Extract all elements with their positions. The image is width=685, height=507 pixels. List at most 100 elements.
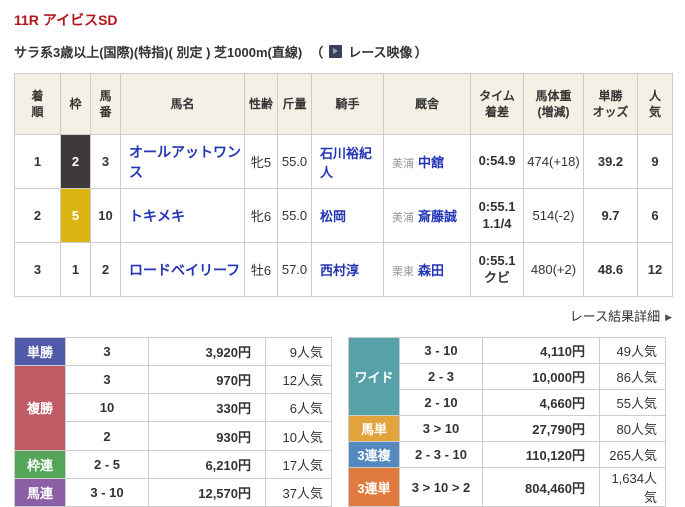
- col-time-margin: タイム 着差: [470, 73, 524, 135]
- race-title: 11R アイビスSD: [14, 12, 118, 28]
- payout-popularity: 49人気: [599, 337, 666, 364]
- payout-amount: 330円: [148, 393, 266, 423]
- results-header-row: 着 順 枠 馬 番 馬名 性齢 斤量 騎手 厩舎 タイム 着差 馬体重 (増減)…: [14, 73, 673, 135]
- sex-age: 牡6: [244, 242, 278, 297]
- payout-popularity: 12人気: [265, 365, 332, 395]
- payout-section: 単勝 3 3,920円 9人気 複勝 3 970円 12人気 10 330円 6…: [14, 336, 671, 507]
- col-body-weight: 馬体重 (増減): [523, 73, 584, 135]
- time-margin: 0:55.1 1.1/4: [470, 188, 524, 243]
- payout-amount: 970円: [148, 365, 266, 395]
- payout-type-quinella: 馬連: [14, 477, 66, 507]
- race-result-detail-link[interactable]: レース結果詳細 ▶: [570, 309, 672, 324]
- payout-row-trifecta: 3連単 3 > 10 > 2 804,460円 1,634人気: [348, 467, 666, 507]
- payout-combo: 3 - 10: [399, 337, 483, 364]
- payout-combo: 2 - 10: [399, 389, 483, 416]
- jockey-link[interactable]: 石川裕紀人: [320, 145, 373, 180]
- waku-number: 2: [60, 134, 91, 189]
- payout-amount: 804,460円: [482, 467, 600, 507]
- horse-name-link[interactable]: ロードベイリーフ: [129, 261, 241, 278]
- popularity: 6: [637, 188, 673, 243]
- carried-weight: 55.0: [277, 188, 312, 243]
- payout-row-bracket: 枠連 2 - 5 6,210円 17人気: [14, 449, 332, 479]
- horse-name-link[interactable]: トキメキ: [129, 207, 185, 224]
- horse-name-link[interactable]: オールアットワンス: [129, 143, 241, 180]
- col-popularity: 人 気: [637, 73, 673, 135]
- payout-popularity: 6人気: [265, 393, 332, 423]
- payout-amount: 110,120円: [482, 441, 600, 468]
- umaban: 3: [90, 134, 121, 189]
- jockey-link[interactable]: 西村淳: [320, 263, 360, 278]
- payout-row-place-2: 10 330円 6人気: [15, 393, 332, 423]
- payout-popularity: 265人気: [599, 441, 666, 468]
- col-stable: 厩舎: [383, 73, 471, 135]
- race-conditions: サラ系3歳以上(国際)(特指)( 別定 ) 芝1000m(直線) （ レース映像…: [14, 42, 671, 61]
- payout-combo: 3 > 10: [399, 415, 483, 442]
- payout-popularity: 37人気: [265, 477, 332, 507]
- payout-row-trio: 3連複 2 - 3 - 10 110,120円 265人気: [348, 441, 666, 468]
- payout-popularity: 9人気: [265, 336, 332, 367]
- sex-age: 牝6: [244, 188, 278, 243]
- payout-popularity: 10人気: [265, 421, 332, 451]
- payout-combo: 2 - 3: [399, 363, 483, 390]
- payout-amount: 4,110円: [482, 337, 600, 364]
- waku-number: 5: [60, 188, 91, 243]
- payout-row-wide-2: 2 - 3 10,000円 86人気: [349, 363, 666, 390]
- body-weight: 514(-2): [523, 188, 584, 243]
- win-odds: 48.6: [583, 242, 638, 297]
- col-jockey: 騎手: [311, 73, 384, 135]
- jockey-link[interactable]: 松岡: [320, 209, 347, 224]
- payout-combo: 3: [65, 336, 149, 367]
- payout-amount: 4,660円: [482, 389, 600, 416]
- popularity: 12: [637, 242, 673, 297]
- stable-region: 栗東: [392, 266, 414, 278]
- win-odds: 39.2: [583, 134, 638, 189]
- payout-popularity: 1,634人気: [599, 467, 666, 507]
- trainer-link[interactable]: 中舘: [418, 155, 445, 170]
- payout-combo: 2: [65, 421, 149, 451]
- payout-row-place-1: 複勝 3 970円 12人気: [14, 365, 332, 451]
- carried-weight: 55.0: [277, 134, 312, 189]
- payout-combo: 10: [65, 393, 149, 423]
- waku-number: 1: [60, 242, 91, 297]
- payout-popularity: 55人気: [599, 389, 666, 416]
- body-weight: 474(+18): [523, 134, 584, 189]
- col-odds: 単勝 オッズ: [583, 73, 638, 135]
- payout-row-wide-1: ワイド 3 - 10 4,110円 49人気: [348, 337, 666, 416]
- payout-table-right: ワイド 3 - 10 4,110円 49人気 2 - 3 10,000円 86人…: [348, 337, 666, 507]
- payout-combo: 3 - 10: [65, 477, 149, 507]
- popularity: 9: [637, 134, 673, 189]
- payout-type-place: 複勝: [14, 365, 66, 451]
- payout-type-exacta: 馬単: [348, 415, 400, 442]
- stable-region: 美浦: [392, 158, 414, 170]
- body-weight: 480(+2): [523, 242, 584, 297]
- sex-age: 牝5: [244, 134, 278, 189]
- col-waku: 枠: [60, 73, 91, 135]
- payout-amount: 930円: [148, 421, 266, 451]
- race-result-detail-label: レース結果詳細: [569, 309, 661, 324]
- time-margin: 0:55.1 クビ: [470, 242, 524, 297]
- trainer-link[interactable]: 斎藤誠: [418, 209, 458, 224]
- payout-row-exacta: 馬単 3 > 10 27,790円 80人気: [348, 415, 666, 442]
- video-paren-open: （: [310, 45, 324, 60]
- result-row-1: 1 2 3 オールアットワンス 牝5 55.0 石川裕紀人 美浦 中舘 0:54.…: [14, 134, 673, 189]
- payout-combo: 3: [65, 365, 149, 395]
- payout-type-bracket: 枠連: [14, 449, 66, 479]
- rank: 1: [14, 134, 61, 189]
- payout-popularity: 86人気: [599, 363, 666, 390]
- umaban: 10: [90, 188, 121, 243]
- win-odds: 9.7: [583, 188, 638, 243]
- trainer-link[interactable]: 森田: [418, 263, 445, 278]
- payout-amount: 12,570円: [148, 477, 266, 507]
- payout-combo: 2 - 3 - 10: [399, 441, 483, 468]
- col-sex-age: 性齢: [244, 73, 278, 135]
- race-video-link[interactable]: レース映像: [348, 45, 413, 60]
- rank: 2: [14, 188, 61, 243]
- result-row-2: 2 5 10 トキメキ 牝6 55.0 松岡 美浦 斎藤誠 0:55.1 1.1/…: [14, 188, 673, 243]
- payout-amount: 6,210円: [148, 449, 266, 479]
- payout-row-win: 単勝 3 3,920円 9人気: [14, 336, 332, 367]
- race-results-table: 着 順 枠 馬 番 馬名 性齢 斤量 騎手 厩舎 タイム 着差 馬体重 (増減)…: [14, 73, 673, 297]
- race-conditions-text: サラ系3歳以上(国際)(特指)( 別定 ) 芝1000m(直線): [14, 45, 303, 60]
- race-video-icon[interactable]: [329, 45, 343, 58]
- right-arrow-icon: ▶: [665, 312, 672, 322]
